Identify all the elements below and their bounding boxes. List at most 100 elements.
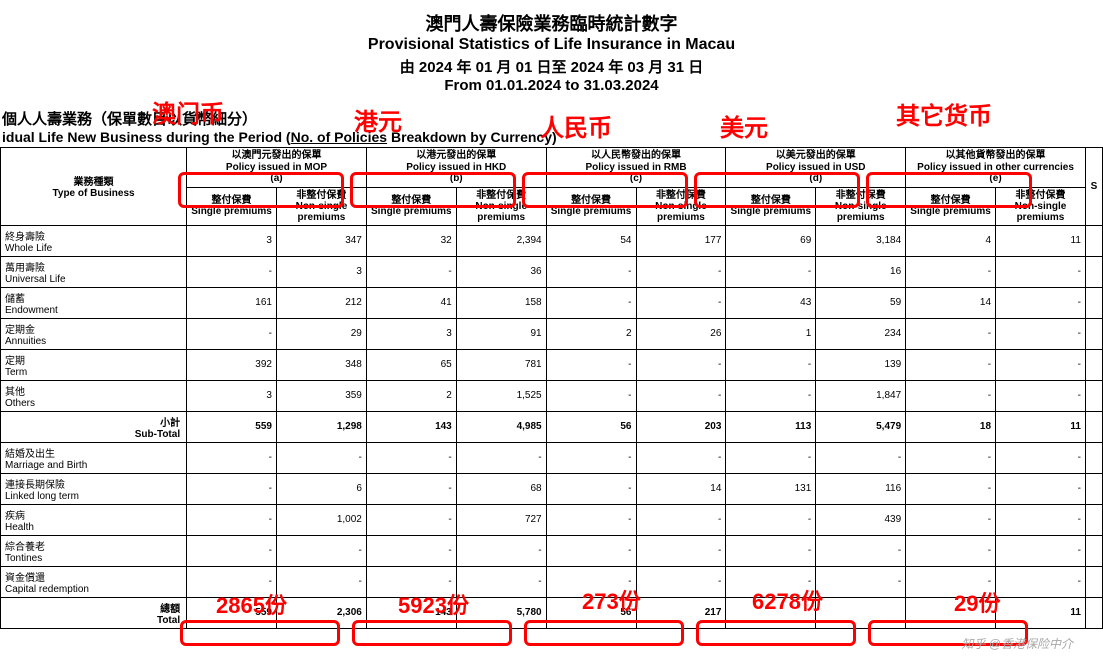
th-c4-zh: 以其他貨幣發出的保單 — [910, 150, 1081, 162]
cell: - — [906, 535, 996, 566]
cell: 3 — [187, 380, 277, 411]
cell: 5,780 — [456, 597, 546, 628]
cell: 1,298 — [276, 411, 366, 442]
cell: 18 — [906, 411, 996, 442]
cell: - — [366, 442, 456, 473]
row-label: 定期金Annuities — [1, 318, 187, 349]
th-c1-tag: (b) — [371, 173, 542, 185]
cell: - — [906, 566, 996, 597]
th-currency-other: 以其他貨幣發出的保單 Policy issued in other curren… — [906, 148, 1086, 188]
cell: 4 — [906, 225, 996, 256]
th-tob-zh: 業務種類 — [5, 173, 182, 188]
cell: - — [546, 349, 636, 380]
table-row: 定期金Annuities-293912261234-- — [1, 318, 1103, 349]
cell: 139 — [816, 349, 906, 380]
cell: - — [366, 535, 456, 566]
row-label: 綜合養老Tontines — [1, 535, 187, 566]
cell: 131 — [726, 473, 816, 504]
th-currency-hkd: 以港元發出的保單 Policy issued in HKD (b) — [366, 148, 546, 188]
cell: 14 — [636, 473, 726, 504]
section-heading-en-b: Breakdown by Currency) — [387, 129, 557, 145]
cell: - — [816, 535, 906, 566]
cell: 56 — [546, 411, 636, 442]
th-c0-en: Policy issued in MOP — [191, 162, 362, 174]
cell: - — [187, 566, 277, 597]
cell: - — [456, 566, 546, 597]
th-c2-en: Policy issued in RMB — [551, 162, 722, 174]
cell: - — [636, 442, 726, 473]
cell: 392 — [187, 349, 277, 380]
row-label: 定期Term — [1, 349, 187, 380]
cell: - — [366, 256, 456, 287]
cell: - — [456, 442, 546, 473]
cell: - — [187, 473, 277, 504]
policies-table: 業務種類 Type of Business 以澳門元發出的保單 Policy i… — [0, 147, 1103, 629]
cell: - — [546, 380, 636, 411]
cell-s — [1085, 442, 1102, 473]
row-label: 結婚及出生Marriage and Birth — [1, 442, 187, 473]
report-header: 澳門人壽保險業務臨時統計數字 Provisional Statistics of… — [0, 0, 1103, 94]
cell: 1,847 — [816, 380, 906, 411]
cell: - — [726, 566, 816, 597]
cell: 177 — [636, 225, 726, 256]
section-heading-en-a: idual Life New Business during the Perio… — [2, 129, 291, 145]
cell: - — [546, 504, 636, 535]
th-s-col: S — [1085, 148, 1102, 226]
th-single-premiums: 整付保費Single premiums — [366, 187, 456, 225]
cell-s — [1085, 318, 1102, 349]
cell: - — [996, 473, 1086, 504]
cell: 217 — [636, 597, 726, 628]
table-body-1: 終身壽險Whole Life3347322,39454177693,184411… — [1, 225, 1103, 411]
cell: - — [636, 287, 726, 318]
cell: - — [636, 566, 726, 597]
th-currency-mop: 以澳門元發出的保單 Policy issued in MOP (a) — [187, 148, 367, 188]
cell-s — [1085, 287, 1102, 318]
cell — [906, 597, 996, 628]
cell: - — [996, 349, 1086, 380]
cell: - — [187, 535, 277, 566]
cell: - — [906, 380, 996, 411]
cell: 348 — [276, 349, 366, 380]
th-single-premiums: 整付保費Single premiums — [726, 187, 816, 225]
cell: - — [546, 442, 636, 473]
cell: - — [546, 287, 636, 318]
period-en: From 01.01.2024 to 31.03.2024 — [0, 77, 1103, 94]
cell: 5,479 — [816, 411, 906, 442]
cell: - — [636, 535, 726, 566]
cell: 41 — [366, 287, 456, 318]
th-c3-tag: (d) — [730, 173, 901, 185]
th-c4-en: Policy issued in other currencies — [910, 162, 1081, 174]
cell: - — [996, 442, 1086, 473]
cell: 14 — [906, 287, 996, 318]
cell: 11 — [996, 597, 1086, 628]
th-c0-tag: (a) — [191, 173, 362, 185]
cell: - — [546, 256, 636, 287]
cell: - — [816, 442, 906, 473]
cell: 559 — [187, 411, 277, 442]
cell: - — [546, 473, 636, 504]
cell: 2,306 — [276, 597, 366, 628]
title-en: Provisional Statistics of Life Insurance… — [0, 36, 1103, 54]
table-head: 業務種類 Type of Business 以澳門元發出的保單 Policy i… — [1, 148, 1103, 226]
cell-s — [1085, 473, 1102, 504]
watermark: 知乎 @香港保险中介 — [961, 635, 1073, 652]
cell: 727 — [456, 504, 546, 535]
table-body-total: 總額Total5592,3061435,7805621711 — [1, 597, 1103, 628]
table-body-subtotal: 小計Sub-Total5591,2981434,985562031135,479… — [1, 411, 1103, 442]
cell: 1 — [726, 318, 816, 349]
cell: 59 — [816, 287, 906, 318]
cell: 68 — [456, 473, 546, 504]
cell: 36 — [456, 256, 546, 287]
table-row: 資金償還Capital redemption---------- — [1, 566, 1103, 597]
th-tob-en: Type of Business — [5, 188, 182, 199]
row-label: 總額Total — [1, 597, 187, 628]
table-row: 小計Sub-Total5591,2981434,985562031135,479… — [1, 411, 1103, 442]
cell: 143 — [366, 597, 456, 628]
cell-s — [1085, 566, 1102, 597]
cell-s — [1085, 504, 1102, 535]
cell: 4,985 — [456, 411, 546, 442]
row-label: 小計Sub-Total — [1, 411, 187, 442]
table-row: 疾病Health-1,002-727---439-- — [1, 504, 1103, 535]
th-type-of-business: 業務種類 Type of Business — [1, 148, 187, 226]
cell: - — [996, 256, 1086, 287]
